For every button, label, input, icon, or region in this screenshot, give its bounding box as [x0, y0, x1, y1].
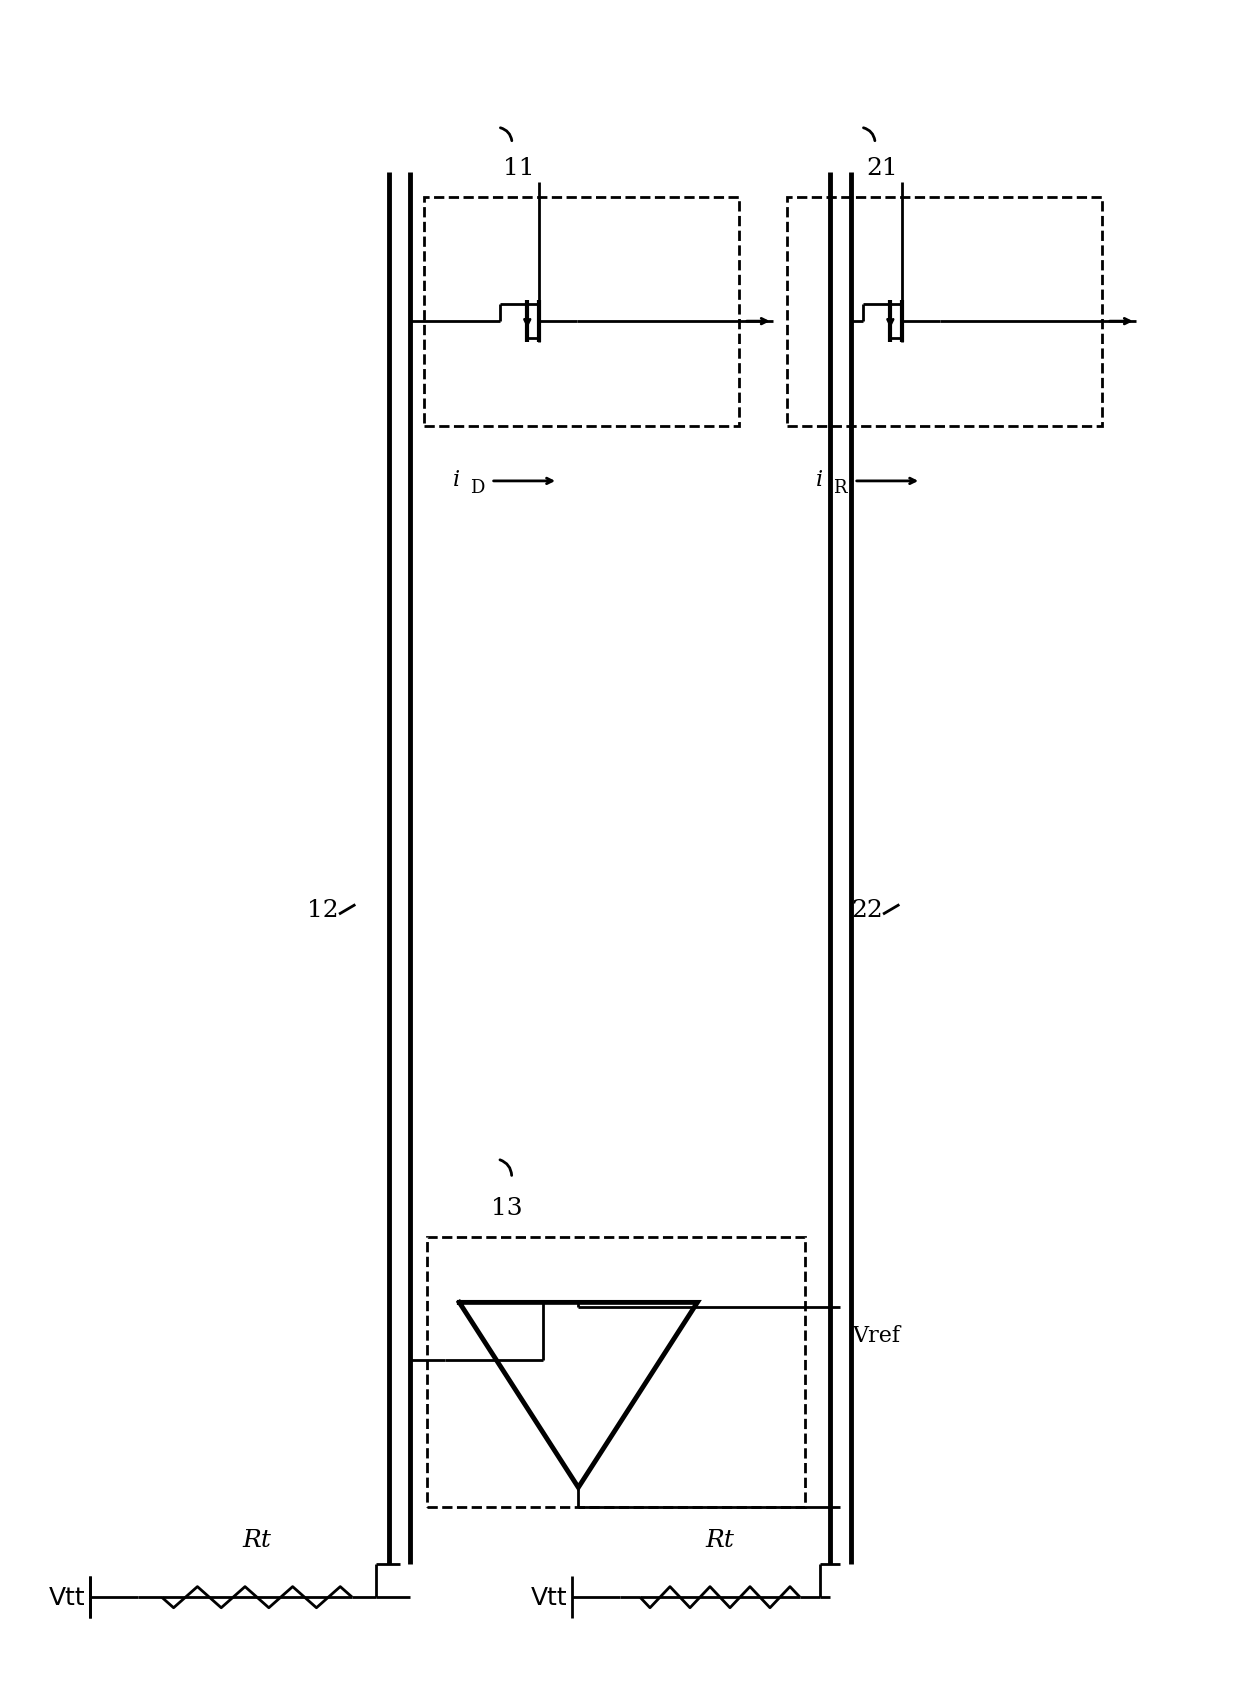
Text: 13: 13: [491, 1197, 523, 1219]
Text: 22: 22: [852, 899, 883, 921]
Text: 11: 11: [503, 157, 534, 179]
Text: 21: 21: [866, 157, 898, 179]
Text: Vref: Vref: [852, 1325, 900, 1347]
Bar: [424, 198, 739, 426]
Bar: [786, 198, 1102, 426]
Text: Rt: Rt: [706, 1528, 734, 1552]
Text: D: D: [470, 479, 484, 496]
Text: Vtt: Vtt: [48, 1586, 86, 1610]
Text: 12: 12: [308, 899, 339, 921]
Text: i: i: [816, 469, 822, 491]
Bar: [427, 1238, 805, 1507]
Text: R: R: [833, 479, 846, 496]
Text: Rt: Rt: [243, 1528, 272, 1552]
Text: Vtt: Vtt: [531, 1586, 568, 1610]
Text: i: i: [453, 469, 460, 491]
